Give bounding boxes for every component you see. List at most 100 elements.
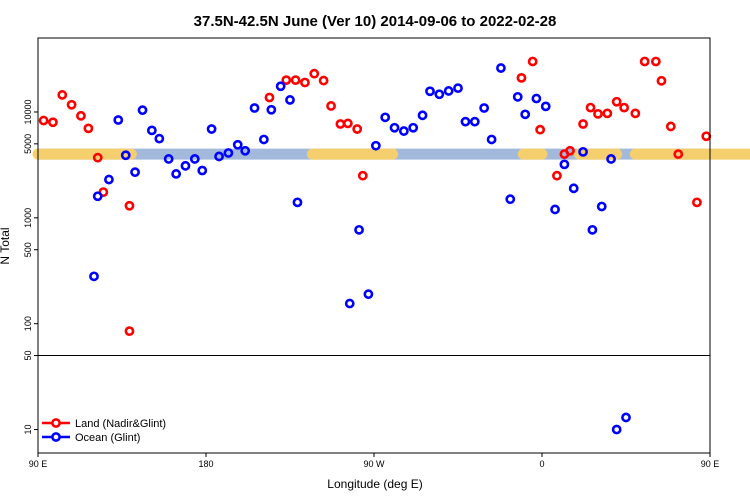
land-point	[578, 119, 588, 129]
ocean-point	[578, 146, 588, 157]
ocean-point	[559, 159, 570, 170]
land-point	[593, 108, 603, 119]
land-point	[611, 96, 622, 107]
land-point	[357, 170, 368, 181]
land-point	[300, 77, 310, 88]
y-axis: 10 50 100 500 1000 5000 10000	[23, 99, 38, 435]
land-point	[124, 326, 135, 337]
ocean-point	[137, 105, 148, 116]
y-tick-label: 10000	[23, 99, 33, 124]
ocean-point	[189, 154, 200, 164]
land-point	[290, 75, 301, 86]
ocean-point	[425, 86, 435, 97]
ocean-point	[434, 89, 445, 100]
ocean-point	[92, 191, 103, 202]
ocean-point	[285, 95, 295, 105]
land-point	[352, 124, 363, 134]
legend-label: Land (Nadir&Glint)	[75, 418, 166, 430]
ocean-point	[146, 125, 157, 136]
ocean-point	[531, 93, 542, 104]
land-point	[92, 152, 103, 163]
land-point	[38, 115, 49, 126]
y-axis-label: N Total	[0, 227, 12, 264]
x-axis-label: Longitude (deg E)	[327, 477, 422, 491]
y-tick-label: 100	[23, 316, 33, 331]
legend-label: Ocean (Glint)	[75, 432, 140, 444]
x-tick-label: 90 E	[701, 459, 720, 469]
ocean-point	[611, 424, 622, 435]
y-tick-label: 50	[23, 351, 33, 361]
x-tick-label: 0	[539, 459, 544, 469]
ocean-point	[344, 298, 355, 309]
land-point	[535, 124, 546, 135]
ocean-point	[370, 140, 381, 151]
ocean-point	[266, 104, 277, 115]
land-point	[656, 75, 667, 86]
ocean-point	[232, 139, 243, 150]
ocean-point	[540, 101, 551, 112]
x-tick-label: 90 E	[29, 459, 48, 469]
ocean-point	[171, 169, 182, 179]
x-tick-label: 90 W	[363, 459, 385, 469]
ocean-point	[130, 167, 140, 178]
ocean-point	[240, 145, 251, 156]
legend-marker	[51, 432, 61, 442]
y-tick-label: 1000	[23, 208, 33, 228]
ocean-point	[520, 109, 531, 120]
ocean-point	[354, 224, 364, 235]
ocean-point	[206, 124, 217, 134]
land-point	[602, 108, 613, 119]
ocean-point	[223, 148, 234, 158]
land-point	[342, 118, 353, 129]
land-point	[552, 170, 562, 181]
land-point	[565, 145, 575, 156]
land-point	[76, 110, 86, 121]
land-point	[66, 99, 77, 110]
land-point	[516, 72, 527, 83]
ocean-point	[606, 154, 616, 164]
ocean-point	[249, 103, 260, 113]
ocean-point	[258, 134, 269, 145]
y-tick-label: 10	[23, 425, 33, 435]
land-point	[650, 56, 661, 67]
ocean-point	[479, 103, 490, 113]
ocean-point	[568, 183, 579, 194]
ocean-point	[197, 165, 208, 176]
ocean-point	[505, 194, 516, 205]
x-tick-label: 180	[198, 459, 213, 469]
ocean-point	[486, 134, 497, 145]
land-point	[585, 102, 596, 113]
ocean-point	[550, 204, 560, 215]
land-point	[527, 56, 538, 67]
land-point	[665, 121, 676, 132]
ocean-point	[443, 86, 454, 96]
ocean-point	[113, 115, 124, 125]
land-point	[309, 68, 320, 79]
legend-marker	[51, 418, 61, 428]
ocean-point	[587, 224, 598, 235]
ocean-point	[363, 289, 374, 300]
land-point	[692, 197, 702, 208]
land-point	[673, 149, 684, 160]
ocean-point	[621, 412, 631, 423]
plot-frame	[37, 37, 711, 454]
land-point	[619, 102, 630, 113]
ocean-point	[398, 126, 409, 136]
land-point	[48, 117, 58, 128]
ocean-point	[120, 150, 131, 161]
land-point	[281, 75, 292, 86]
ocean-point	[275, 81, 286, 92]
ocean-point	[180, 160, 191, 171]
ocean-point	[460, 116, 471, 127]
ocean-point	[89, 271, 99, 282]
data-points	[38, 56, 712, 435]
ocean-point	[389, 122, 400, 133]
ocean-point	[408, 122, 419, 133]
ocean-point	[163, 154, 174, 164]
ocean-point	[292, 197, 303, 208]
land-point	[83, 123, 94, 134]
ocean-point	[104, 174, 114, 185]
land-point	[639, 56, 650, 67]
land-point	[57, 90, 68, 100]
